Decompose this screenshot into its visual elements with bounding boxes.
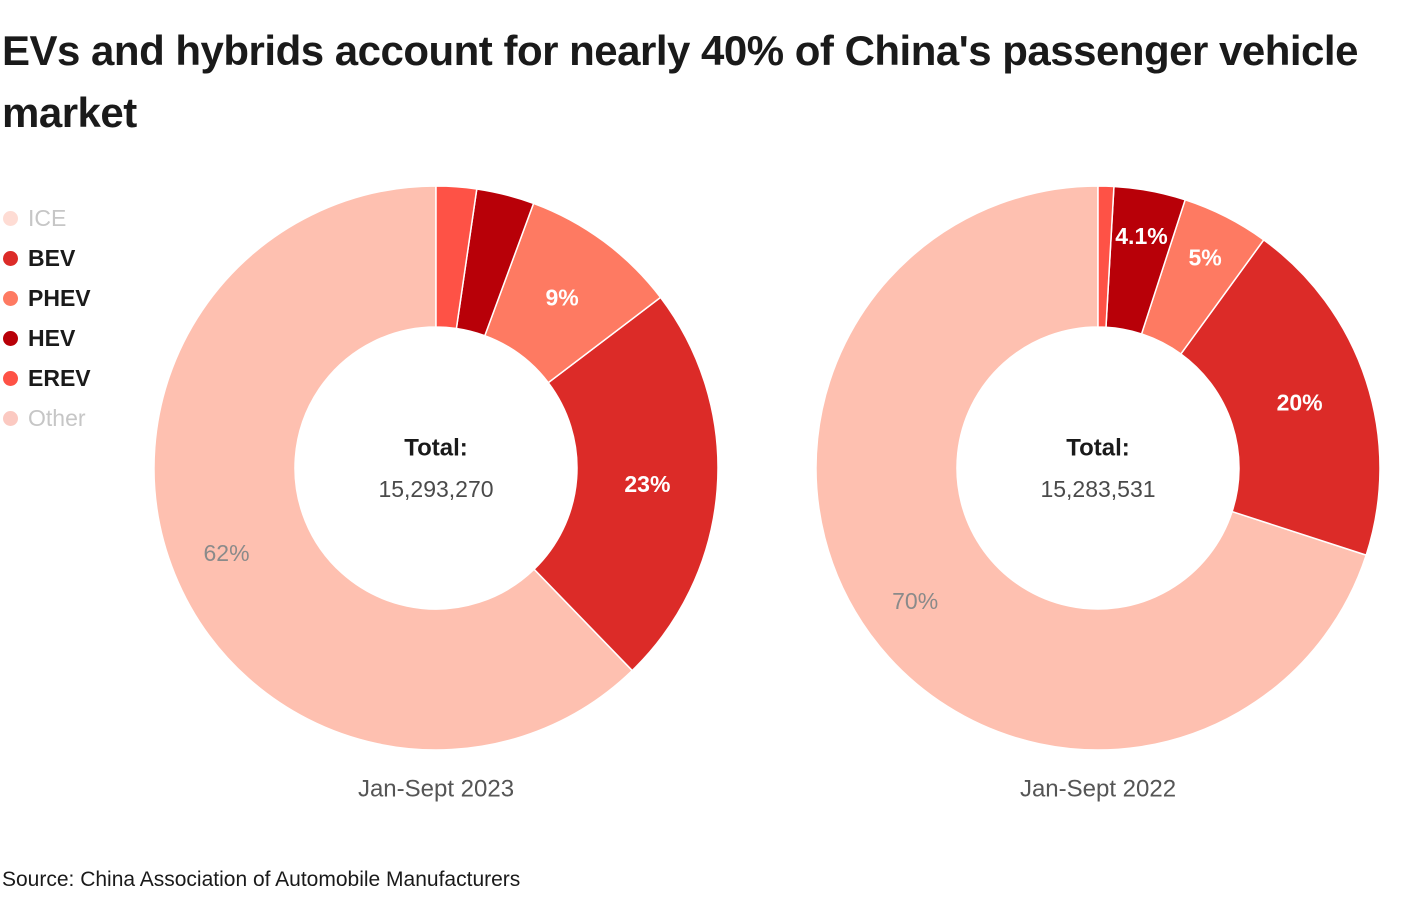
slice-ice bbox=[815, 185, 1368, 751]
slice-bev bbox=[533, 296, 719, 672]
period-label: Jan-Sept 2022 bbox=[1020, 776, 1176, 803]
legend-label-ice: ICE bbox=[28, 204, 67, 231]
legend-item-phev: PHEV bbox=[2, 278, 91, 318]
center-total-label: Total: bbox=[1066, 435, 1130, 462]
center-total-label: Total: bbox=[404, 435, 468, 462]
legend-label-other: Other bbox=[28, 404, 86, 431]
legend-swatch-other bbox=[3, 410, 18, 426]
slice-ice bbox=[153, 185, 634, 751]
legend-swatch-hev bbox=[3, 330, 18, 346]
slice-erev bbox=[435, 185, 478, 330]
legend-swatch-ice bbox=[3, 210, 18, 226]
chart-title: EVs and hybrids account for nearly 40% o… bbox=[2, 27, 1358, 136]
donut-chart-1: 62% 23% 9% Total: 15,293,270 Jan-Sept 2023 bbox=[153, 185, 719, 803]
period-label: Jan-Sept 2023 bbox=[358, 776, 514, 803]
legend-label-phev: PHEV bbox=[28, 284, 91, 311]
legend: ICE BEV PHEV HEV EREV Other bbox=[2, 198, 91, 438]
slice-label-bev: 20% bbox=[1277, 389, 1323, 415]
slice-bev bbox=[1179, 238, 1381, 557]
slice-label-phev: 9% bbox=[545, 285, 578, 311]
legend-label-hev: HEV bbox=[28, 324, 76, 351]
source-note: Source: China Association of Automobile … bbox=[2, 868, 521, 891]
slice-label-bev: 23% bbox=[624, 471, 670, 497]
center-total-value: 15,293,270 bbox=[378, 476, 493, 502]
legend-item-hev: HEV bbox=[2, 318, 91, 358]
slice-label-phev: 5% bbox=[1189, 245, 1222, 271]
legend-swatch-erev bbox=[3, 370, 18, 386]
legend-swatch-phev bbox=[3, 290, 18, 306]
legend-label-erev: EREV bbox=[28, 364, 91, 391]
slice-erev bbox=[1097, 185, 1115, 329]
legend-swatch-bev bbox=[3, 250, 18, 266]
donut-chart-2: 70% 20% 5% 4.1% Total: 15,283,531 Jan-Sept 202… bbox=[815, 185, 1381, 803]
legend-label-bev: BEV bbox=[28, 244, 76, 271]
legend-item-erev: EREV bbox=[2, 358, 91, 398]
slice-label-ice: 70% bbox=[892, 588, 938, 614]
slice-label-ice: 62% bbox=[204, 540, 250, 566]
legend-item-ice: ICE bbox=[2, 198, 91, 238]
center-total-value: 15,283,531 bbox=[1040, 476, 1155, 502]
legend-item-bev: BEV bbox=[2, 238, 91, 278]
slice-label-hev: 4.1% bbox=[1115, 223, 1167, 249]
legend-item-other: Other bbox=[2, 398, 91, 438]
